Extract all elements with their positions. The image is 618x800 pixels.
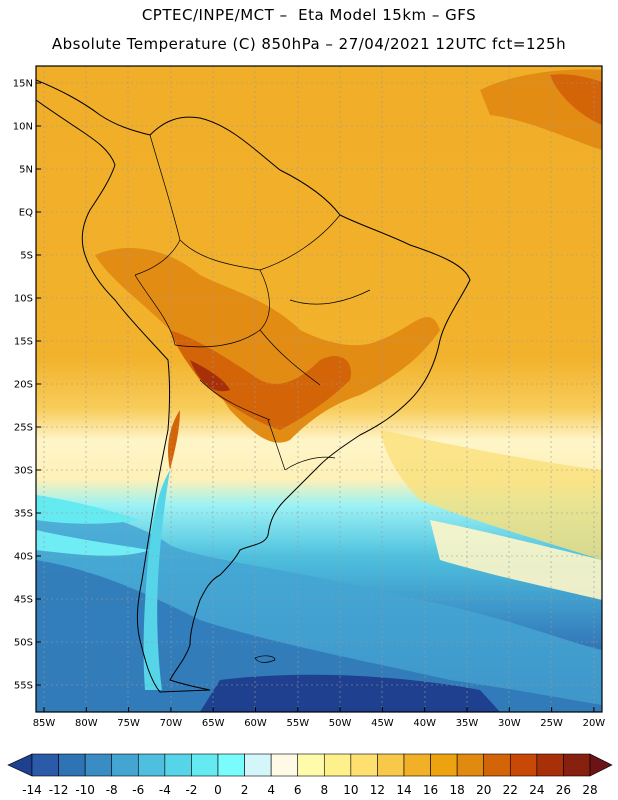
colorbar-label: 12: [370, 783, 385, 797]
lon-label: 70W: [160, 718, 183, 729]
colorbar-swatch: [483, 753, 511, 777]
colorbar-swatch: [536, 753, 564, 777]
lon-label: 45W: [371, 718, 394, 729]
lon-label: 25W: [540, 718, 563, 729]
chart-title-line-1: CPTEC/INPE/MCT – Eta Model 15km – GFS: [141, 6, 477, 24]
colorbar-swatch: [323, 753, 352, 777]
colorbar-label: 28: [582, 783, 597, 797]
lat-label: 5N: [19, 165, 33, 176]
colorbar-label: -14: [22, 783, 42, 797]
colorbar-swatch: [244, 753, 272, 777]
colorbar-label: 14: [396, 783, 411, 797]
lat-label: 10S: [14, 294, 33, 305]
colorbar-swatch: [430, 753, 458, 777]
lat-label: 15N: [13, 79, 33, 90]
lon-label: 75W: [117, 718, 140, 729]
colorbar-label: 20: [476, 783, 491, 797]
lat-label: 45S: [14, 595, 33, 606]
lat-label: 5S: [20, 251, 33, 262]
colorbar-label: 24: [529, 783, 544, 797]
lon-label: 85W: [33, 718, 56, 729]
colorbar-swatch: [563, 753, 591, 777]
colorbar-label: 2: [241, 783, 249, 797]
south-america-coastline: [36, 79, 471, 693]
colorbar-swatch: [84, 753, 113, 777]
colorbar-swatch: [217, 753, 245, 777]
temperature-field: [36, 66, 602, 712]
lat-label: 20S: [14, 380, 33, 391]
colorbar-swatch: [191, 753, 219, 777]
colorbar-swatch: [137, 753, 166, 777]
lon-label: 60W: [244, 718, 267, 729]
colorbar-label: -8: [106, 783, 118, 797]
lat-label: 25S: [14, 423, 33, 434]
lat-label: 55S: [14, 681, 33, 692]
lat-label: 15S: [14, 337, 33, 348]
colorbar-swatch: [350, 753, 378, 777]
colorbar-high-triangle: [589, 753, 613, 777]
lat-label: 35S: [14, 509, 33, 520]
colorbar-swatch: [509, 753, 538, 777]
lon-label: 30W: [498, 718, 521, 729]
colorbar-label: -2: [185, 783, 197, 797]
colorbar-swatch: [111, 753, 139, 777]
lon-label: 50W: [329, 718, 352, 729]
country-borders: [134, 134, 371, 471]
colorbar-label: 26: [556, 783, 571, 797]
colorbar-label: -10: [75, 783, 95, 797]
lat-label: 50S: [14, 638, 33, 649]
chart-title-line-2: Absolute Temperature (C) 850hPa – 27/04/…: [51, 35, 567, 53]
lon-label: 80W: [75, 718, 98, 729]
colorbar-label: 10: [343, 783, 358, 797]
colorbar-swatch: [377, 753, 405, 777]
longitude-labels: 85W 80W 75W 70W 65W 60W 55W 50W 45W 40W 35W 30W 25W 2…: [33, 707, 606, 729]
map-frame: [35, 65, 603, 713]
colorbar: -14 -12 -10 -8 -6 -4 -2 0 2 4 6 8 10 12 14 16 18 20 22 24 26…: [7, 753, 613, 797]
colorbar-label: 18: [450, 783, 465, 797]
lat-label: 40S: [14, 552, 33, 563]
map-gridlines: [36, 66, 602, 712]
lon-label: 20W: [583, 718, 606, 729]
lat-label: 10N: [13, 122, 33, 133]
colorbar-swatch: [31, 753, 59, 777]
colorbar-swatch: [58, 753, 86, 777]
colorbar-swatch: [164, 753, 192, 777]
colorbar-swatch: [403, 753, 431, 777]
colorbar-label: 0: [214, 783, 222, 797]
colorbar-label: 16: [423, 783, 438, 797]
colorbar-label: 8: [320, 783, 328, 797]
colorbar-label: -4: [159, 783, 171, 797]
colorbar-label: 22: [503, 783, 518, 797]
lon-label: 35W: [456, 718, 479, 729]
lat-label: 30S: [14, 466, 33, 477]
lon-label: 65W: [202, 718, 225, 729]
lat-label: EQ: [19, 208, 33, 219]
colorbar-label: 6: [294, 783, 302, 797]
latitude-labels: 15N 10N 5N EQ 5S 10S 15S 20S 25S 30S 35S 40S 45S 50S 5…: [13, 79, 41, 692]
colorbar-swatch: [456, 753, 485, 777]
lon-label: 40W: [413, 718, 436, 729]
lon-label: 55W: [286, 718, 309, 729]
colorbar-label: -6: [132, 783, 144, 797]
colorbar-label: -12: [49, 783, 69, 797]
colorbar-swatch: [297, 753, 325, 777]
colorbar-label: 4: [267, 783, 275, 797]
colorbar-low-triangle: [7, 753, 33, 777]
colorbar-swatch: [270, 753, 299, 777]
temperature-map: 15N 10N 5N EQ 5S 10S 15S 20S 25S 30S 35S 40S 45S 50S 5…: [13, 65, 606, 729]
falkland-islands: [254, 655, 276, 663]
